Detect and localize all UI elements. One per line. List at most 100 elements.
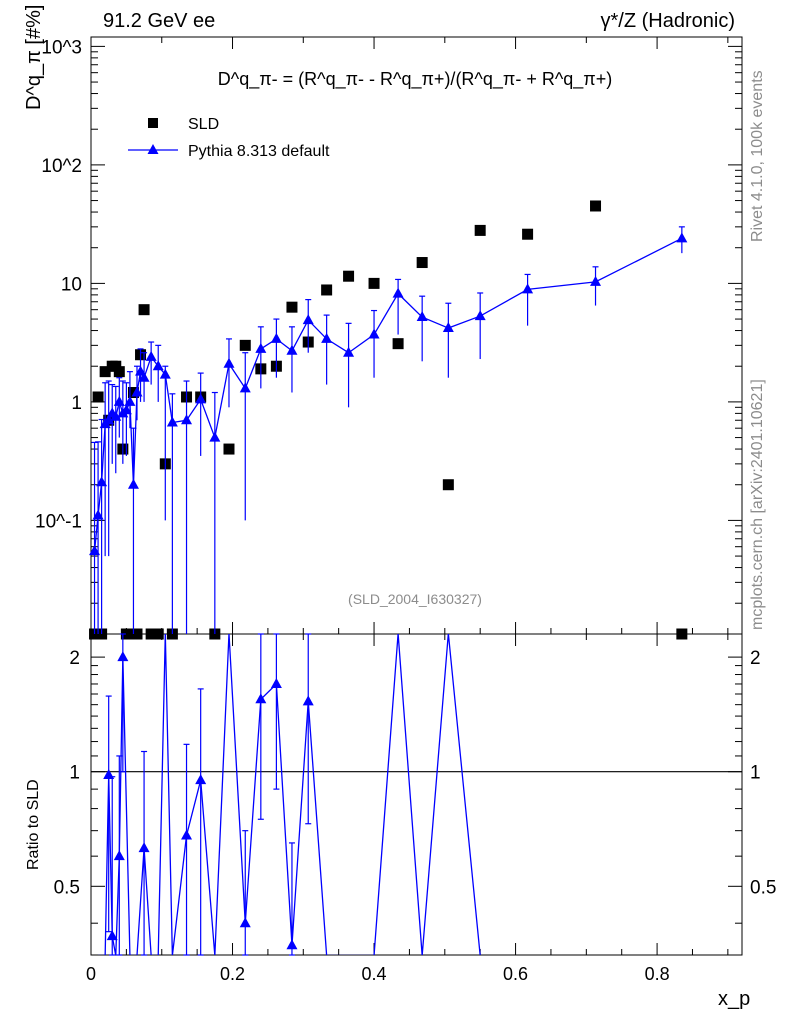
pythia-point <box>124 395 136 406</box>
ratio-point <box>113 850 125 861</box>
pythia-point <box>92 509 104 520</box>
pythia-point <box>321 332 333 343</box>
pythia-point <box>590 275 602 286</box>
sld-point <box>138 304 150 316</box>
sld-point <box>99 366 111 378</box>
legend: SLD Pythia 8.313 default <box>128 116 330 160</box>
ratio-tick-label: 2 <box>69 648 80 669</box>
pythia-point <box>286 344 298 355</box>
sld-point <box>343 270 355 282</box>
sld-point <box>92 391 104 403</box>
pythia-point <box>113 395 125 406</box>
ratio-tick-label: 1 <box>69 763 80 784</box>
plot-title: D^q_π- = (R^q_π- - R^q_π+)/(R^q_π- + R^q… <box>218 69 612 90</box>
x-tick-label: 0 <box>86 964 96 984</box>
pythia-point <box>138 371 150 382</box>
ratio-marks <box>98 633 481 956</box>
ratio-point <box>117 651 129 662</box>
pythia-point <box>209 431 221 442</box>
ratio-point <box>286 939 298 950</box>
sld-point <box>113 366 125 378</box>
y-tick-label: 10 <box>61 274 82 295</box>
pythia-point <box>145 350 157 361</box>
sld-point <box>392 338 404 350</box>
sld-point <box>239 339 251 351</box>
sld-point <box>474 224 486 236</box>
x-tick-label: 0.8 <box>645 964 670 984</box>
sld-point <box>145 628 157 640</box>
sld-point <box>368 277 380 289</box>
pythia-point <box>131 386 143 397</box>
main-marks <box>89 200 688 640</box>
pythia-point <box>270 332 282 343</box>
sld-point <box>321 284 333 296</box>
ratio-point <box>138 842 150 853</box>
header-right-title: γ*/Z (Hadronic) <box>601 10 735 32</box>
pythia-point <box>392 287 404 298</box>
ratio-line <box>98 634 481 955</box>
pythia-point <box>103 414 115 425</box>
header-left-title: 91.2 GeV ee <box>103 10 215 32</box>
analysis-id: (SLD_2004_I630327) <box>348 591 482 607</box>
pythia-point <box>166 416 178 427</box>
sld-point <box>152 628 164 640</box>
ratio-point <box>195 774 207 785</box>
ratio-point <box>302 695 314 706</box>
y-tick-label: 10^3 <box>41 37 82 58</box>
sld-point <box>522 228 534 240</box>
ratio-tick-label-right: 1 <box>750 763 761 784</box>
ratio-axes: 0 0.2 0.4 0.6 0.8 0.5 0.5 1 1 2 2 <box>54 634 776 984</box>
ratio-tick-label-right: 2 <box>750 648 761 669</box>
y-tick-label: 1 <box>71 393 82 414</box>
ratio-point <box>239 917 251 928</box>
legend-sld-label: SLD <box>188 116 219 133</box>
ratio-point <box>270 677 282 688</box>
pythia-point <box>255 342 267 353</box>
ratio-y-label: Ratio to SLD <box>25 779 42 870</box>
pythia-point <box>302 314 314 325</box>
pythia-point <box>181 414 193 425</box>
y-tick-label: 10^-1 <box>35 511 82 532</box>
pythia-point <box>416 311 428 322</box>
y-tick-label: 10^2 <box>41 156 82 177</box>
sld-point <box>590 200 602 212</box>
rivet-version-text: Rivet 4.1.0, 100k events <box>749 70 766 242</box>
y-axis-label-text: D^q_π [#%] <box>23 5 45 110</box>
sld-point <box>223 443 235 455</box>
pythia-point <box>127 478 139 489</box>
legend-pythia-label: Pythia 8.313 default <box>188 143 330 160</box>
pythia-point <box>368 328 380 339</box>
pythia-point <box>195 393 207 404</box>
sld-point <box>127 387 139 399</box>
pythia-point <box>676 232 688 243</box>
pythia-point <box>239 382 251 393</box>
pythia-point <box>474 310 486 321</box>
pythia-point <box>223 357 235 368</box>
sld-point <box>286 301 298 313</box>
sld-point <box>676 628 688 640</box>
mcplots-text: mcplots.cern.ch [arXiv:2401.10621] <box>749 379 766 630</box>
y-axis-label: D^q_π [#%] <box>23 5 45 110</box>
pythia-point <box>120 404 132 415</box>
sld-point <box>442 479 454 491</box>
ratio-point <box>106 930 118 941</box>
ratio-tick-label-right: 0.5 <box>750 877 776 898</box>
ratio-point <box>181 829 193 840</box>
sld-point <box>131 628 143 640</box>
pythia-point <box>89 545 101 556</box>
sld-point <box>416 257 428 269</box>
legend-pythia-marker <box>147 144 159 154</box>
x-axis-label: x_p <box>718 988 750 1010</box>
ratio-tick-label: 0.5 <box>54 877 80 898</box>
main-axes: 10^-1 1 10 10^2 10^3 <box>35 37 742 634</box>
pythia-point <box>343 346 355 357</box>
x-tick-label: 0.2 <box>220 964 245 984</box>
pythia-point <box>159 368 171 379</box>
pythia-point <box>96 476 108 487</box>
pythia-point <box>152 360 164 371</box>
x-tick-label: 0.6 <box>503 964 528 984</box>
pythia-point <box>442 322 454 333</box>
legend-sld-marker <box>148 118 158 128</box>
sld-point <box>124 628 136 640</box>
